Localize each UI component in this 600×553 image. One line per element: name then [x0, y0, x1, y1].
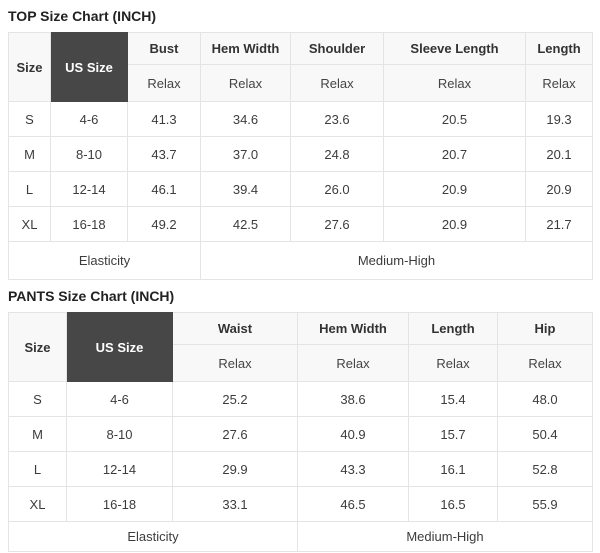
elasticity-value: Medium-High	[200, 241, 593, 280]
value-cell: 39.4	[200, 171, 291, 207]
value-cell: 20.9	[383, 171, 526, 207]
value-cell: 27.6	[172, 416, 298, 452]
pants-relax-length: Relax	[408, 344, 498, 382]
top-header-bust: Bust	[127, 32, 201, 65]
pants-header-waist: Waist	[172, 312, 298, 345]
value-cell: 49.2	[127, 206, 201, 242]
value-cell: 24.8	[290, 136, 384, 172]
value-cell: 40.9	[297, 416, 409, 452]
top-header-length: Length	[525, 32, 593, 65]
us-size-cell: 16-18	[50, 206, 128, 242]
elasticity-label: Elasticity	[8, 521, 298, 552]
top-relax-bust: Relax	[127, 64, 201, 102]
elasticity-label: Elasticity	[8, 241, 201, 280]
pants-relax-hem-width: Relax	[297, 344, 409, 382]
top-row-l: L 12-14 46.1 39.4 26.0 20.9 20.9	[8, 171, 593, 207]
pants-elasticity-row: Elasticity Medium-High	[8, 521, 593, 552]
pants-header-size: Size	[8, 312, 67, 382]
value-cell: 20.7	[383, 136, 526, 172]
top-header-size: Size	[8, 32, 51, 102]
value-cell: 52.8	[497, 451, 593, 487]
value-cell: 41.3	[127, 101, 201, 137]
top-relax-hem-width: Relax	[200, 64, 291, 102]
size-cell: M	[8, 136, 51, 172]
top-row-xl: XL 16-18 49.2 42.5 27.6 20.9 21.7	[8, 206, 593, 242]
top-header-shoulder: Shoulder	[290, 32, 384, 65]
size-cell: XL	[8, 486, 67, 522]
size-cell: L	[8, 451, 67, 487]
size-cell: XL	[8, 206, 51, 242]
pants-header-hip: Hip	[497, 312, 593, 345]
top-chart-title: TOP Size Chart (INCH)	[8, 8, 157, 24]
pants-row-l: L 12-14 29.9 43.3 16.1 52.8	[8, 451, 593, 487]
value-cell: 21.7	[525, 206, 593, 242]
value-cell: 15.4	[408, 381, 498, 417]
top-size-chart-table: Size US Size Bust Hem Width Shoulder Sle…	[8, 32, 593, 280]
value-cell: 33.1	[172, 486, 298, 522]
pants-row-xl: XL 16-18 33.1 46.5 16.5 55.9	[8, 486, 593, 522]
pants-header-us-size: US Size	[66, 312, 173, 382]
value-cell: 27.6	[290, 206, 384, 242]
us-size-cell: 8-10	[66, 416, 173, 452]
pants-chart-title: PANTS Size Chart (INCH)	[8, 288, 175, 304]
value-cell: 20.9	[383, 206, 526, 242]
value-cell: 55.9	[497, 486, 593, 522]
pants-size-chart-table: Size US Size Waist Hem Width Length Hip …	[8, 312, 593, 552]
value-cell: 20.9	[525, 171, 593, 207]
top-header-us-size: US Size	[50, 32, 128, 102]
pants-header-length: Length	[408, 312, 498, 345]
value-cell: 38.6	[297, 381, 409, 417]
pants-header-hem-width: Hem Width	[297, 312, 409, 345]
value-cell: 37.0	[200, 136, 291, 172]
value-cell: 16.5	[408, 486, 498, 522]
size-cell: S	[8, 381, 67, 417]
value-cell: 23.6	[290, 101, 384, 137]
us-size-cell: 16-18	[66, 486, 173, 522]
us-size-cell: 12-14	[66, 451, 173, 487]
value-cell: 50.4	[497, 416, 593, 452]
value-cell: 42.5	[200, 206, 291, 242]
pants-relax-row: Relax Relax Relax Relax	[9, 344, 593, 382]
top-header-row: Size US Size Bust Hem Width Shoulder Sle…	[8, 32, 593, 102]
us-size-cell: 4-6	[66, 381, 173, 417]
value-cell: 46.1	[127, 171, 201, 207]
us-size-cell: 8-10	[50, 136, 128, 172]
size-cell: L	[8, 171, 51, 207]
value-cell: 29.9	[172, 451, 298, 487]
top-row-m: M 8-10 43.7 37.0 24.8 20.7 20.1	[8, 136, 593, 172]
value-cell: 48.0	[497, 381, 593, 417]
us-size-cell: 12-14	[50, 171, 128, 207]
value-cell: 20.5	[383, 101, 526, 137]
elasticity-value: Medium-High	[297, 521, 593, 552]
value-cell: 26.0	[290, 171, 384, 207]
value-cell: 43.7	[127, 136, 201, 172]
pants-relax-waist: Relax	[172, 344, 298, 382]
size-cell: S	[8, 101, 51, 137]
top-elasticity-row: Elasticity Medium-High	[8, 241, 593, 280]
size-cell: M	[8, 416, 67, 452]
pants-row-s: S 4-6 25.2 38.6 15.4 48.0	[8, 381, 593, 417]
value-cell: 34.6	[200, 101, 291, 137]
top-relax-shoulder: Relax	[290, 64, 384, 102]
value-cell: 20.1	[525, 136, 593, 172]
value-cell: 15.7	[408, 416, 498, 452]
top-header-sleeve-length: Sleeve Length	[383, 32, 526, 65]
top-header-hem-width: Hem Width	[200, 32, 291, 65]
value-cell: 25.2	[172, 381, 298, 417]
top-row-s: S 4-6 41.3 34.6 23.6 20.5 19.3	[8, 101, 593, 137]
top-relax-row: Relax Relax Relax Relax Relax	[9, 64, 593, 102]
pants-row-m: M 8-10 27.6 40.9 15.7 50.4	[8, 416, 593, 452]
pants-header-row: Size US Size Waist Hem Width Length Hip	[8, 312, 593, 382]
value-cell: 46.5	[297, 486, 409, 522]
value-cell: 19.3	[525, 101, 593, 137]
us-size-cell: 4-6	[50, 101, 128, 137]
value-cell: 43.3	[297, 451, 409, 487]
top-relax-length: Relax	[525, 64, 593, 102]
value-cell: 16.1	[408, 451, 498, 487]
pants-relax-hip: Relax	[497, 344, 593, 382]
top-relax-sleeve-length: Relax	[383, 64, 526, 102]
